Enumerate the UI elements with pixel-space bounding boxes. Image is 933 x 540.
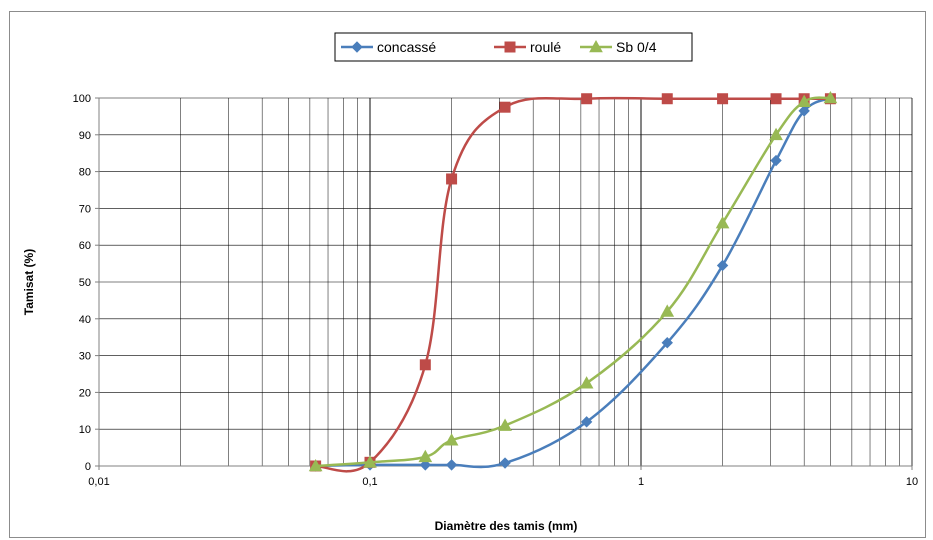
series-line	[315, 96, 831, 473]
data-point	[770, 154, 782, 167]
data-point	[499, 457, 511, 469]
data-point	[498, 418, 512, 431]
data-point	[445, 459, 458, 471]
series-1	[310, 93, 836, 473]
data-point	[660, 304, 675, 317]
legend: concassé roulé Sb 0/4	[334, 32, 693, 62]
legend-marker	[589, 39, 603, 53]
series-line	[315, 96, 831, 469]
data-point	[308, 458, 323, 472]
data-point	[715, 216, 730, 229]
data-point	[581, 93, 593, 105]
data-point	[419, 459, 432, 471]
tick-labels: 0 10 20 30 40 50 60 70 80 90 100 0,01 0,1 1 10	[73, 93, 918, 488]
data-point	[446, 173, 458, 185]
y-tick-label: 20	[79, 387, 91, 399]
y-tick-label: 0	[85, 461, 91, 473]
legend-label: Sb 0/4	[616, 39, 657, 55]
y-tick-label: 40	[79, 314, 91, 326]
legend-marker	[504, 41, 516, 53]
data-point	[419, 359, 431, 371]
data-point	[797, 94, 812, 107]
data-point	[499, 101, 511, 113]
data-point	[769, 127, 783, 141]
x-tick-label: 1	[638, 476, 644, 488]
legend-label: roulé	[530, 39, 561, 55]
grid	[98, 97, 913, 467]
x-tick-label: 0,01	[88, 476, 109, 488]
data-point	[418, 449, 433, 463]
data-point	[770, 93, 782, 105]
y-tick-label: 10	[79, 424, 91, 436]
data-point	[579, 376, 594, 389]
series-2	[308, 90, 838, 472]
data-point	[661, 93, 673, 105]
x-tick-label: 10	[906, 476, 918, 488]
axes	[95, 97, 913, 470]
legend-marker	[351, 41, 363, 53]
y-tick-label: 50	[79, 277, 91, 289]
y-tick-label: 80	[79, 167, 91, 179]
series-layer	[308, 90, 838, 473]
data-point	[823, 90, 838, 104]
data-point	[444, 433, 459, 446]
y-axis-title: Tamisat (%)	[22, 249, 36, 315]
data-point	[363, 455, 377, 468]
y-tick-label: 30	[79, 351, 91, 363]
data-point	[661, 337, 673, 349]
x-tick-label: 0,1	[362, 476, 377, 488]
y-tick-label: 70	[79, 203, 91, 215]
legend-label: concassé	[377, 39, 436, 55]
data-point	[798, 105, 810, 117]
y-tick-label: 100	[73, 93, 91, 105]
y-tick-label: 60	[79, 240, 91, 252]
chart-frame	[9, 11, 926, 538]
x-axis-title: Diamètre des tamis (mm)	[435, 519, 578, 533]
data-point	[580, 416, 593, 428]
data-point	[717, 93, 729, 105]
data-point	[716, 259, 729, 272]
y-tick-label: 90	[79, 130, 91, 142]
